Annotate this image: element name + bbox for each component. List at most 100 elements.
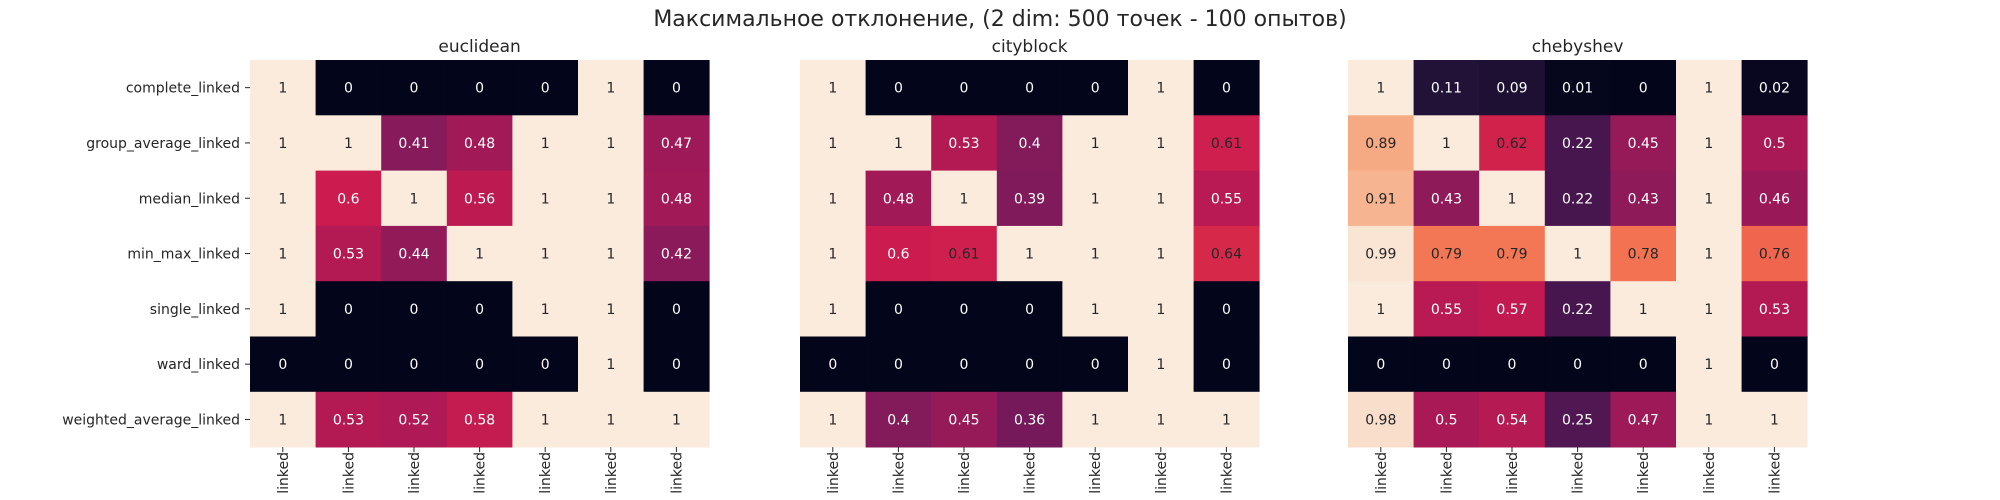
heatmap-cell [446, 336, 513, 393]
heatmap-cell [512, 225, 579, 282]
cell-value-label: 0 [1376, 357, 1385, 373]
cell-value-label: 1 [1704, 81, 1713, 97]
cell-value-label: 1 [606, 136, 615, 152]
heatmap-cell [1348, 115, 1414, 171]
cell-value-label: 0.53 [333, 412, 364, 428]
cell-value-label: 1 [606, 247, 615, 263]
heatmap-cell [578, 115, 644, 171]
heatmap-cell [1128, 281, 1194, 337]
heatmap-cell [996, 115, 1063, 171]
cell-value-label: 0.4 [887, 412, 909, 428]
heatmap-cell [250, 225, 316, 282]
heatmap-cell [512, 170, 579, 227]
col-label: linked [1439, 452, 1455, 494]
cell-value-label: 0.11 [1431, 81, 1462, 97]
cell-value-label: 1 [1704, 357, 1713, 373]
heatmap-cell [1062, 170, 1129, 227]
cell-value-label: 0.41 [398, 136, 429, 152]
cell-value-label: 0.22 [1562, 191, 1593, 207]
heatmap-cell [1062, 60, 1129, 116]
cell-value-label: 0 [828, 357, 837, 373]
heatmap-cell [1610, 60, 1677, 116]
heatmap-cell [1193, 336, 1260, 393]
heatmap-cell [1741, 336, 1808, 393]
cell-value-label: 0 [410, 81, 419, 97]
cell-value-label: 0 [1091, 357, 1100, 373]
cell-value-label: 1 [541, 136, 550, 152]
heatmap-cell [865, 391, 932, 448]
heatmap-cell [512, 60, 579, 116]
heatmap-cell [512, 115, 579, 171]
heatmap-cell [315, 336, 382, 393]
heatmap-cell [1479, 336, 1546, 393]
heatmap-cell [1193, 60, 1260, 116]
heatmap-cell [512, 336, 579, 393]
heatmap-cell [931, 115, 998, 171]
heatmap-cell [512, 281, 579, 337]
cell-value-label: 0 [672, 302, 681, 318]
heatmap-cell [1128, 60, 1194, 116]
cell-value-label: 0.22 [1562, 302, 1593, 318]
cell-value-label: 0.45 [948, 412, 979, 428]
cell-value-label: 0.61 [948, 247, 979, 263]
col-label: linked [669, 452, 685, 494]
cell-value-label: 1 [1376, 302, 1385, 318]
heatmap-cell [1193, 225, 1260, 282]
row-label: complete_linked [126, 81, 240, 97]
col-label: linked [1571, 452, 1587, 494]
col-label: linked [538, 452, 554, 494]
cell-value-label: 0.5 [1763, 136, 1785, 152]
heatmap-cell [1676, 336, 1742, 393]
cell-value-label: 1 [828, 136, 837, 152]
heatmap-cell [315, 115, 382, 171]
heatmap-cell [800, 391, 866, 448]
cell-value-label: 0.02 [1759, 81, 1790, 97]
cell-value-label: 1 [1156, 136, 1165, 152]
heatmap-cell [1128, 170, 1194, 227]
cell-value-label: 1 [1091, 191, 1100, 207]
heatmap-cell [1128, 391, 1194, 448]
heatmap-cell [1741, 281, 1808, 337]
cell-value-label: 1 [828, 81, 837, 97]
heatmap-cell [865, 225, 932, 282]
cell-value-label: 1 [1091, 136, 1100, 152]
heatmap-cell [381, 115, 448, 171]
heatmap-cell [865, 115, 932, 171]
cell-value-label: 1 [606, 412, 615, 428]
cell-value-label: 0 [278, 357, 287, 373]
cell-value-label: 1 [278, 81, 287, 97]
heatmap-cell [1413, 60, 1480, 116]
cell-value-label: 0.79 [1496, 247, 1527, 263]
heatmap-cell [800, 60, 866, 116]
cell-value-label: 1 [828, 247, 837, 263]
row-label: ward_linked [157, 357, 240, 373]
heatmap-cell [996, 170, 1063, 227]
cell-value-label: 0.54 [1496, 412, 1527, 428]
cell-value-label: 1 [1704, 136, 1713, 152]
heatmap-cell [1479, 281, 1546, 337]
heatmap-cell [1610, 170, 1677, 227]
row-label: single_linked [150, 302, 240, 318]
heatmap-cell [643, 170, 710, 227]
heatmap-cell [1413, 115, 1480, 171]
heatmap-cell [250, 281, 316, 337]
cell-value-label: 1 [278, 302, 287, 318]
heatmap-cell [643, 391, 710, 448]
heatmap-panel-euclidean: euclidean 1 0 0 0 0 1 0 1 1 0.41 0.48 1 1 0.47 1 0.6 1 0.5… [62, 37, 710, 494]
heatmap-cell [1348, 225, 1414, 282]
cell-value-label: 1 [278, 247, 287, 263]
heatmap-cell [865, 281, 932, 337]
heatmap-cell [1741, 115, 1808, 171]
col-label: linked [473, 452, 489, 494]
heatmap-cell [1128, 336, 1194, 393]
cell-value-label: 0 [1222, 302, 1231, 318]
cell-value-label: 0.44 [398, 247, 429, 263]
heatmap-cell [1544, 336, 1611, 393]
heatmap-cell [996, 225, 1063, 282]
heatmap-cell [1741, 60, 1808, 116]
cell-value-label: 0.36 [1014, 412, 1045, 428]
cell-value-label: 0 [1573, 357, 1582, 373]
heatmap-cell [1062, 115, 1129, 171]
